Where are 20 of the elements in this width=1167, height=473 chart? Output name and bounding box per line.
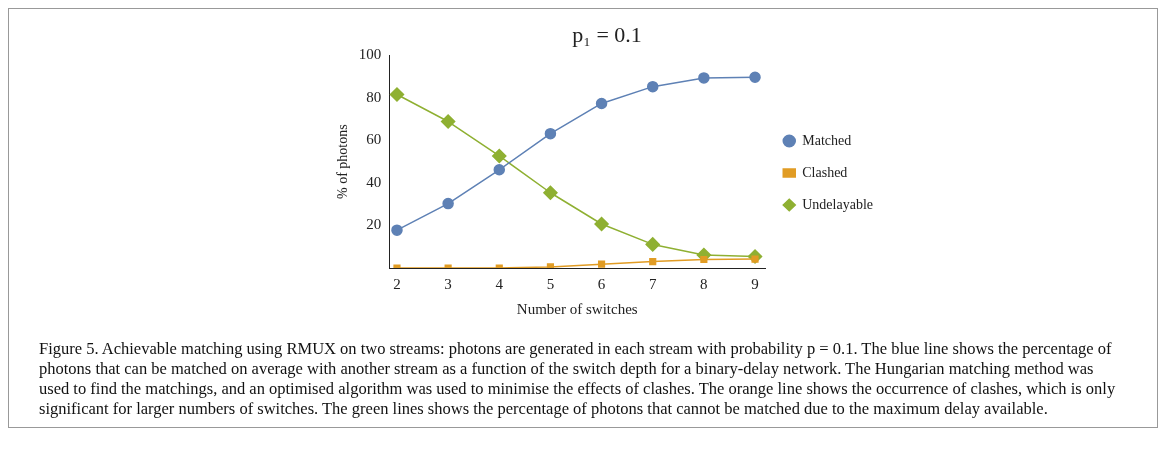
x-tick-label: 6 xyxy=(597,275,606,292)
y-tick-label: 80 xyxy=(366,88,382,105)
chart-title: p₁ = 0.1 xyxy=(572,21,642,47)
x-axis-title: Number of switches xyxy=(516,300,638,317)
y-tick-label: 40 xyxy=(366,173,382,190)
x-tick-label: 8 xyxy=(700,275,708,292)
x-tick-label: 5 xyxy=(546,275,555,292)
x-tick-label: 4 xyxy=(495,275,504,292)
y-tick-label: 20 xyxy=(366,216,382,233)
caption: Figure 5. Achievable matching using RMUX on two streams: photons are generated in each stream with probability p = 0.1. The blue line shows the percentage of photons that can be matched on average with another stream as a function of the switch depth for a binary-delay network. The Hungarian matching method was used to find the matchings, and an optimised algorithm was used to minimise the effects of clashes. The orange line shows the occurrence of clashes, which is only significant for larger numbers of switches. The green lines shows the percentage of photons that cannot be matched due to the maximum delay available. xyxy=(39,339,1117,419)
x-tick-label: 9 xyxy=(751,275,759,292)
legend-label: Matched xyxy=(802,132,852,148)
x-tick-label: 7 xyxy=(648,275,657,292)
x-tick-label: 3 xyxy=(444,275,452,292)
x-tick-label: 2 xyxy=(393,275,401,292)
legend-label: Clashed xyxy=(802,164,848,180)
y-tick-label: 100 xyxy=(358,46,382,63)
y-tick-label: 60 xyxy=(366,131,382,148)
legend-label: Undelayable xyxy=(802,196,873,212)
y-axis-title: % of photons xyxy=(335,124,351,200)
